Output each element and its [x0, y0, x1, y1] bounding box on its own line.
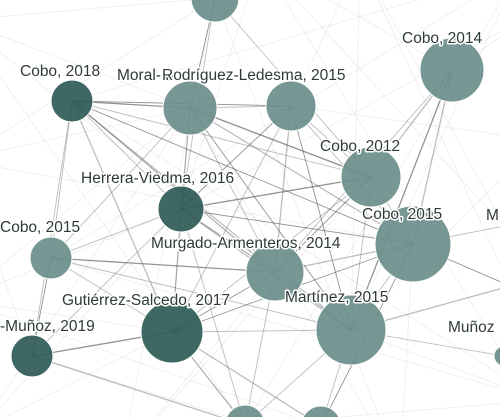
edge-moral-cobo2012 — [189, 107, 372, 178]
background-edge-47 — [350, 11, 500, 331]
node-cobo2012[interactable] — [340, 146, 402, 208]
node-label-cobo2018: Cobo, 2018 — [20, 63, 100, 80]
node-gutierrez[interactable] — [140, 300, 204, 364]
background-edge-39 — [180, 0, 248, 210]
node-label-cobo2014: Cobo, 2014 — [402, 30, 483, 47]
edge-herrera-munoz2019 — [31, 208, 182, 357]
background-edge-25 — [157, 176, 372, 417]
background-edge-22 — [50, 257, 500, 389]
node-cobo2015a[interactable] — [29, 236, 73, 280]
background-edge-35 — [0, 107, 191, 401]
node-cobo2018[interactable] — [50, 79, 94, 123]
background-edge-7 — [0, 0, 213, 136]
background-edge-15 — [180, 31, 500, 210]
node-label-m_right: M — [486, 207, 499, 224]
background-edge-45 — [71, 0, 419, 102]
node-label-martinez: Martínez, 2015 — [285, 289, 388, 306]
edge-cobo2018-cobo2012 — [71, 100, 372, 178]
node-label-cobo2015a: Cobo, 2015 — [0, 219, 80, 236]
edge-rodriguez-martinez — [290, 105, 352, 331]
node-moral[interactable] — [162, 80, 218, 136]
node-b1[interactable] — [225, 404, 265, 417]
background-edge-6 — [0, 267, 33, 357]
node-b2[interactable] — [301, 405, 341, 417]
edge-cobo2018-herrera — [71, 100, 182, 210]
background-edge-31 — [215, 0, 380, 417]
edge-cobo2014-martinez — [350, 69, 453, 331]
background-edge-38 — [329, 0, 453, 71]
node-label-murgado: Murgado-Armenteros, 2014 — [151, 235, 341, 252]
node-label-cobo2015b: Cobo, 2015 — [362, 206, 442, 223]
edge-moral-murgado — [189, 107, 276, 273]
background-edge-18 — [290, 105, 500, 135]
node-label-munoz2019: -Muñoz, 2019 — [0, 318, 95, 335]
edge-cobo2018-munoz2019 — [31, 100, 73, 357]
edge-moral-martinez — [189, 107, 352, 331]
node-label-munoz_r: Muñoz — [448, 319, 495, 336]
edge-herrera-b1 — [180, 208, 244, 417]
node-martinez[interactable] — [315, 294, 387, 366]
background-edge-11 — [0, 107, 191, 268]
label-layer: Cobo, 2014 Cobo, 2018 Moral-MRodríguez-Led… — [0, 29, 500, 338]
edge-cobo2018-cobo2015a — [50, 100, 73, 259]
node-munoz_r[interactable] — [493, 346, 500, 366]
edge-cobo2018-cobo2015b — [71, 100, 414, 245]
background-edge-2 — [0, 51, 276, 273]
background-edge-26 — [154, 271, 276, 417]
edge-cobo2018-murgado — [71, 100, 276, 273]
background-edge-3 — [0, 76, 240, 417]
edge-munoz2019-b1 — [31, 355, 223, 417]
node-label-gutierrez: Gutiérrez-Salcedo, 2017 — [62, 292, 230, 309]
node-munoz2019[interactable] — [10, 334, 54, 378]
background-edge-42 — [290, 0, 342, 107]
background-edge-32 — [0, 208, 182, 409]
background-edge-9 — [0, 305, 173, 333]
edge-cobo2012-herrera — [180, 176, 372, 210]
background-edge-4 — [0, 107, 191, 152]
background-edge-10 — [0, 313, 297, 417]
background-edge-21 — [71, 100, 500, 375]
background-edge-40 — [350, 0, 360, 331]
background-edge-20 — [334, 402, 500, 417]
edge-cobo2015a-murgado — [50, 257, 276, 273]
node-cobo2014[interactable] — [419, 37, 485, 103]
node-top[interactable] — [190, 0, 240, 23]
node-label-cobo2012: Cobo, 2012 — [320, 138, 400, 155]
background-edge-36 — [296, 0, 500, 223]
edge-rodriguez-gutierrez — [171, 105, 292, 333]
node-layer — [10, 0, 500, 417]
background-edge-30 — [31, 355, 231, 417]
node-rodriguez[interactable] — [265, 80, 317, 132]
edge-cobo2015a-martinez — [50, 257, 352, 331]
background-edge-0 — [0, 0, 197, 17]
edge-cobo2018-gutierrez — [71, 100, 173, 333]
node-murgado[interactable] — [245, 242, 305, 302]
edge-herrera-cobo2015b — [180, 208, 414, 245]
background-edge-33 — [4, 331, 173, 417]
node-label-herrera: Herrera-Viedma, 2016 — [81, 170, 234, 187]
background-edge-24 — [128, 0, 215, 417]
background-edge-41 — [377, 0, 500, 266]
edge-cobo2018-martinez — [71, 100, 352, 331]
edge-moral-cobo2015b — [189, 107, 414, 245]
node-cobo2015b[interactable] — [374, 205, 452, 283]
node-label-rodriguez: Rodríguez-Ledesma, 2015 — [162, 67, 346, 84]
node-label-moral: Moral-M — [117, 67, 174, 84]
edge-moral-cobo2015a — [50, 107, 191, 259]
node-herrera[interactable] — [157, 185, 205, 233]
